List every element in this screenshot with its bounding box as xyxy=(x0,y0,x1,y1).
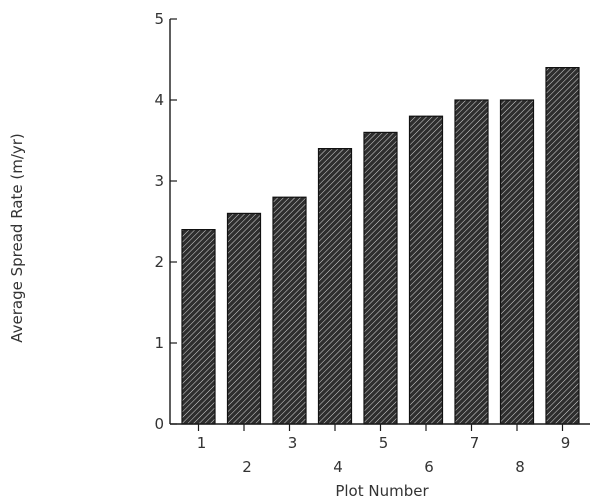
bars xyxy=(181,66,580,425)
y-tick-label-1: 1 xyxy=(154,334,164,352)
bar-4 xyxy=(317,148,353,425)
x-tick-label-8: 8 xyxy=(515,458,525,476)
x-tick-label-7: 7 xyxy=(470,434,480,452)
y-tick-label-5: 5 xyxy=(154,10,164,28)
bar-8 xyxy=(499,99,535,425)
x-tick-label-4: 4 xyxy=(333,458,343,476)
bar-6 xyxy=(408,115,444,425)
y-axis: 0 1 2 3 4 5 xyxy=(154,10,177,433)
bar-7 xyxy=(454,99,489,425)
bar-9 xyxy=(545,66,580,425)
x-tick-label-9: 9 xyxy=(561,434,571,452)
x-tick-label-2: 2 xyxy=(242,458,252,476)
x-axis: 1 2 3 4 5 6 7 8 9 xyxy=(170,423,590,476)
y-tick-label-0: 0 xyxy=(154,415,164,433)
x-tick-label-5: 5 xyxy=(379,434,389,452)
y-tick-label-2: 2 xyxy=(154,253,164,271)
bar-5 xyxy=(363,131,398,425)
bar-1 xyxy=(181,229,216,425)
bar-3 xyxy=(272,196,307,425)
y-tick-label-3: 3 xyxy=(154,172,164,190)
bar-2 xyxy=(226,212,262,425)
x-axis-title: Plot Number xyxy=(335,482,429,500)
x-tick-label-1: 1 xyxy=(197,434,207,452)
y-tick-label-4: 4 xyxy=(154,91,164,109)
x-tick-label-3: 3 xyxy=(288,434,298,452)
y-axis-title: Average Spread Rate (m/yr) xyxy=(8,133,26,343)
x-tick-label-6: 6 xyxy=(424,458,434,476)
